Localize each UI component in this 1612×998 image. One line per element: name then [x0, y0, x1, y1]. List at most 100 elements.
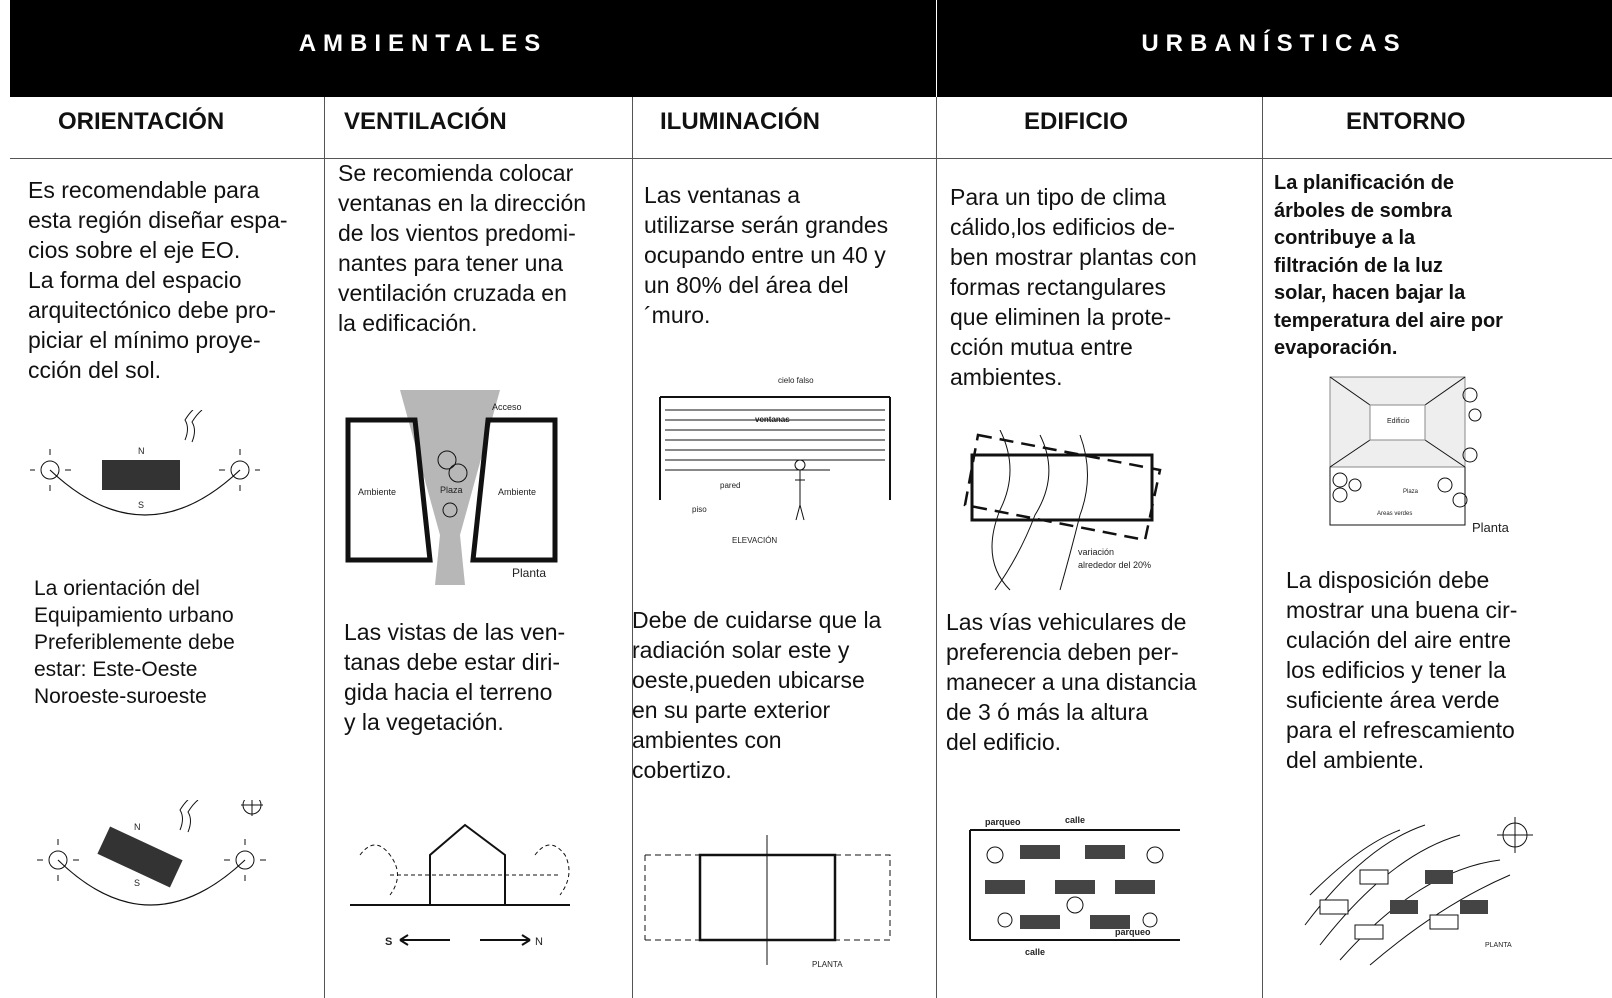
sketch-orientation: N S: [37, 800, 266, 906]
paragraph-line: contribuye a la: [1274, 227, 1416, 249]
paragraph-line: manecer a una distancia: [946, 669, 1197, 695]
sketch-illumination: cielo falso ventanas pared piso ELEVACIÓ…: [659, 376, 891, 545]
paragraph-line: mostrar una buena cir-: [1286, 597, 1518, 623]
paragraph-line: suficiente área verde: [1286, 687, 1500, 713]
column-divider: [1262, 97, 1263, 998]
divider: [10, 158, 1612, 159]
paragraph-line: Para un tipo de clima: [950, 184, 1167, 210]
sketch-label: piso: [692, 505, 707, 514]
paragraph-line: piciar el mínimo proye-: [28, 327, 261, 353]
paragraph-line: radiación solar este y: [632, 637, 850, 663]
sketch-label: cielo falso: [778, 376, 814, 385]
sketch-surroundings: Edificio Plaza Areas verdes Planta: [1329, 376, 1510, 535]
paragraph-line: culación del aire entre: [1286, 627, 1512, 653]
sketch-label: variación: [1078, 547, 1114, 557]
paragraph-line: La orientación del: [34, 577, 200, 600]
paragraph-line: Se recomienda colocar: [338, 160, 574, 186]
paragraph-line: un 80% del área del: [644, 272, 849, 298]
sketch-label: calle: [1025, 947, 1045, 957]
paragraph-line: oeste,pueden ubicarse: [632, 667, 865, 693]
paragraph-line: Las ventanas a: [644, 182, 801, 208]
paragraph-line: del edificio.: [946, 729, 1062, 755]
paragraph-line: árboles de sombra: [1274, 199, 1452, 222]
paragraph-line: La disposición debe: [1286, 567, 1490, 593]
sketch-orientation: N S: [30, 410, 260, 516]
sketch-label: S: [134, 878, 140, 888]
sketch-label: parqueo: [985, 817, 1021, 827]
paragraph-line: en su parte exterior: [632, 697, 831, 723]
column-title: EDIFICIO: [1024, 108, 1129, 135]
column-title: ENTORNO: [1346, 108, 1466, 135]
paragraph-line: estar: Este-Oeste: [34, 658, 198, 681]
column-title: ILUMINACIÓN: [660, 108, 820, 135]
paragraph-line: la edificación.: [338, 310, 478, 336]
sketch-label: Planta: [1472, 520, 1510, 535]
sketch-label: PLANTA: [812, 960, 843, 969]
paragraph-line: ambientes.: [950, 364, 1063, 390]
section-title: URBANÍSTICAS: [1141, 30, 1407, 57]
sketch-label: parqueo: [1115, 927, 1151, 937]
sketch-building: variación alrededor del 20%: [963, 430, 1162, 591]
paragraph-line: ventanas en la dirección: [338, 190, 587, 216]
sketch-label: PLANTA: [1485, 942, 1512, 949]
paragraph-line: La forma del espacio: [28, 267, 242, 293]
sketch-illumination: PLANTA: [644, 835, 891, 969]
paragraph-line: evaporación.: [1274, 337, 1398, 359]
paragraph-line: ventilación cruzada en: [338, 280, 567, 306]
section-title: AMBIENTALES: [298, 30, 548, 57]
sketch-label: Edificio: [1387, 418, 1410, 425]
paragraph-line: gida hacia el terreno: [344, 679, 553, 705]
paragraph-line: esta región diseñar espa-: [28, 207, 288, 233]
paragraph-line: ben mostrar plantas con: [950, 244, 1197, 270]
sketch-label: N: [138, 446, 145, 456]
sketch-label: Acceso: [492, 402, 522, 412]
paragraph-line: que eliminen la prote-: [950, 304, 1172, 330]
sketch-ventilation: Acceso Ambiente Plaza Ambiente Planta: [345, 390, 558, 585]
paragraph-line: filtración de la luz: [1274, 254, 1443, 277]
column-divider: [632, 97, 633, 998]
paragraph-line: Noroeste-suroeste: [34, 685, 207, 708]
paragraph-line: temperatura del aire por: [1274, 309, 1503, 332]
sketch-label: alrededor del 20%: [1078, 560, 1151, 570]
paragraph-line: de 3 ó más la altura: [946, 699, 1149, 725]
paragraph-line: cción del sol.: [28, 357, 161, 383]
column-title: VENTILACIÓN: [344, 108, 507, 135]
sketch-label: Ambiente: [498, 487, 536, 497]
paragraph-line: de los vientos predomi-: [338, 220, 576, 246]
paragraph-line: ocupando entre un 40 y: [644, 242, 886, 268]
paragraph-line: ´muro.: [644, 302, 711, 328]
sketch-label: Plaza: [1403, 489, 1419, 495]
paragraph-line: La planificación de: [1274, 172, 1455, 194]
sketch-label: N: [134, 822, 141, 832]
paragraph-line: los edificios y tener la: [1286, 657, 1506, 683]
sketch-label: Plaza: [440, 485, 463, 495]
paragraph-line: y la vegetación.: [344, 709, 504, 735]
divider: [936, 0, 937, 97]
paragraph-line: tanas debe estar diri-: [344, 649, 561, 675]
paragraph-line: ambientes con: [632, 727, 782, 753]
sketch-label: Planta: [512, 566, 546, 580]
paragraph-line: cción mutua entre: [950, 334, 1133, 360]
paragraph-line: Debe de cuidarse que la: [632, 607, 882, 633]
paragraph-line: formas rectangulares: [950, 274, 1167, 300]
paragraph-line: Equipamiento urbano: [34, 604, 234, 627]
sketch-surroundings: PLANTA: [1304, 817, 1533, 966]
paragraph-line: preferencia deben per-: [946, 639, 1179, 665]
paragraph-line: cobertizo.: [632, 757, 732, 783]
paragraph-line: Las vistas de las ven-: [344, 619, 566, 645]
paragraph-line: Es recomendable para: [28, 177, 260, 203]
paragraph-line: cálido,los edificios de-: [950, 214, 1176, 240]
column-divider: [324, 97, 325, 998]
sketch-label: N: [535, 936, 543, 948]
sketch-label: ventanas: [755, 415, 790, 424]
column-divider: [936, 97, 937, 998]
header-band: [10, 0, 1612, 97]
paragraph-line: solar, hacen bajar la: [1274, 282, 1466, 304]
paragraph-line: Las vías vehiculares de: [946, 609, 1187, 635]
sketch-ventilation: S N: [350, 823, 570, 948]
paragraph-line: arquitectónico debe pro-: [28, 297, 277, 323]
paragraph-line: Preferiblemente debe: [34, 631, 235, 654]
paragraph-line: del ambiente.: [1286, 747, 1425, 773]
sketch-label: calle: [1065, 815, 1085, 825]
